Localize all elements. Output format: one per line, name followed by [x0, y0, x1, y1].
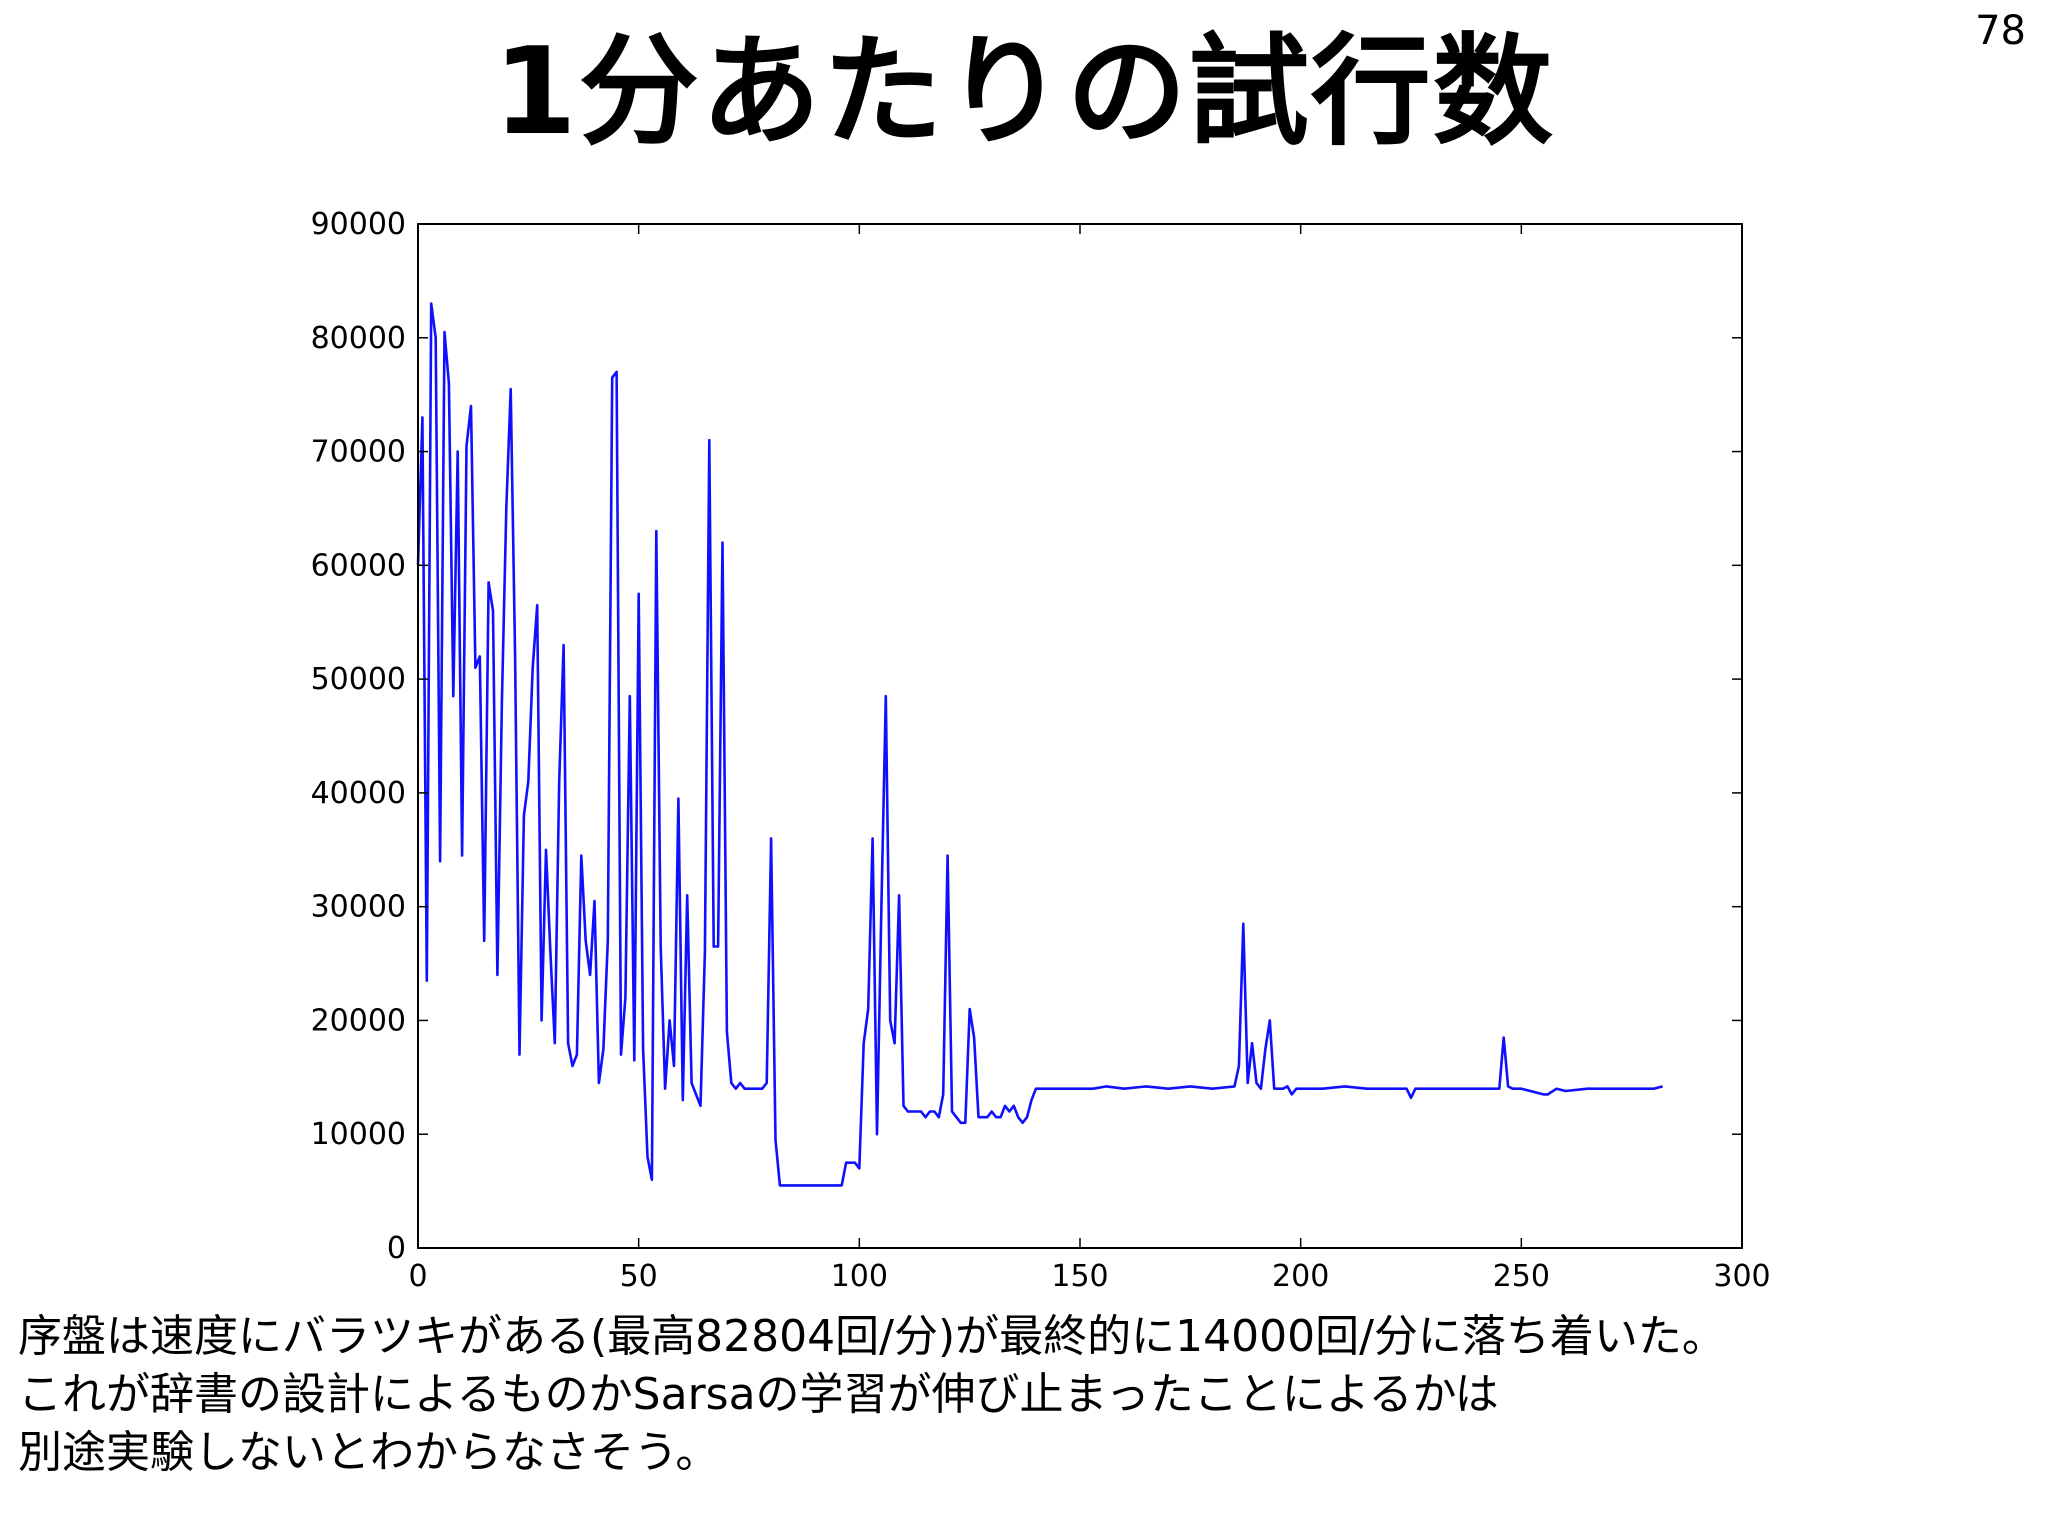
slide-title: 1分あたりの試行数: [493, 23, 1555, 162]
y-tick-label: 20000: [311, 1003, 406, 1038]
x-tick-label: 50: [620, 1259, 658, 1294]
x-tick-label: 200: [1272, 1259, 1329, 1294]
y-tick-label: 50000: [311, 662, 406, 697]
x-tick-label: 150: [1051, 1259, 1108, 1294]
caption-line-3: 別途実験しないとわからなさそう。: [18, 1427, 720, 1478]
caption-line-2: これが辞書の設計によるものかSarsaの学習が伸び止まったことによるかは: [18, 1369, 1499, 1420]
caption: 序盤は速度にバラツキがある(最高82804回/分)が最終的に14000回/分に落…: [18, 1308, 2028, 1482]
x-tick-label: 0: [408, 1259, 427, 1294]
series-line-0: [416, 302, 1663, 1187]
trials-per-minute-chart: 0 50 100 150 200 250 300 0 10000 20000 30000 40000 5…: [311, 207, 1771, 1294]
x-tick-label: 300: [1713, 1259, 1770, 1294]
y-tick-label: 90000: [311, 207, 406, 242]
y-tick-label: 80000: [311, 321, 406, 356]
y-tick-label: 0: [387, 1231, 406, 1266]
y-tick-label: 60000: [311, 548, 406, 583]
y-tick-label: 10000: [311, 1117, 406, 1152]
y-tick-label: 40000: [311, 776, 406, 811]
page-number: 78: [1975, 8, 2026, 54]
y-tick-label: 70000: [311, 435, 406, 470]
caption-line-1: 序盤は速度にバラツキがある(最高82804回/分)が最終的に14000回/分に落…: [18, 1311, 1726, 1362]
y-tick-label: 30000: [311, 890, 406, 925]
x-tick-label: 250: [1493, 1259, 1550, 1294]
x-tick-label: 100: [831, 1259, 888, 1294]
